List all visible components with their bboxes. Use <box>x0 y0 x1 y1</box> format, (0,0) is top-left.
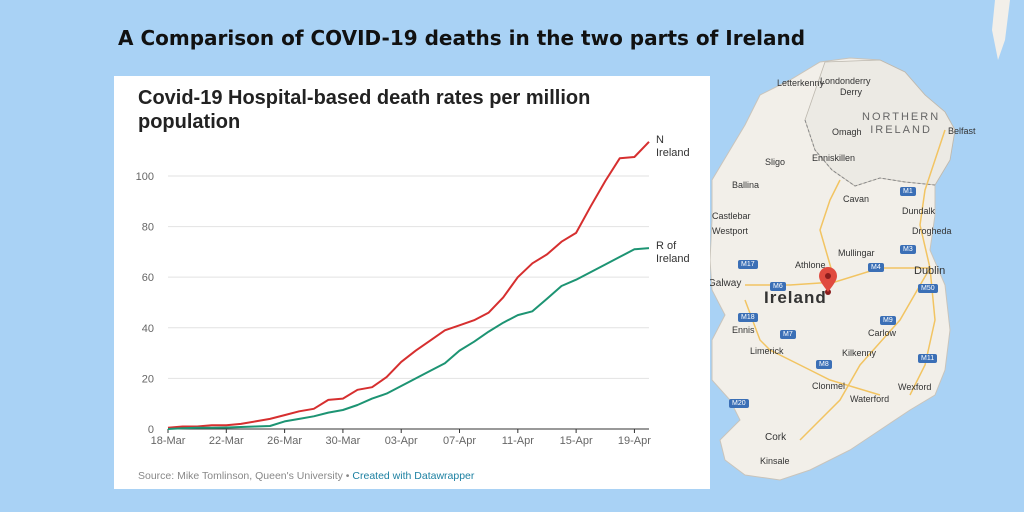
map-label-dublin: Dublin <box>914 265 946 277</box>
coast-island <box>992 0 1010 60</box>
map-label-limerick: Limerick <box>750 346 784 356</box>
page-headline: A Comparison of COVID-19 deaths in the t… <box>118 26 806 50</box>
map-label-sligo: Sligo <box>765 157 786 167</box>
map-label-dundalk: Dundalk <box>902 206 936 216</box>
map-label-kilkenny: Kilkenny <box>842 348 877 358</box>
map-label-mullingar: Mullingar <box>838 248 875 258</box>
map-label-waterford: Waterford <box>850 394 890 404</box>
road-shield-m20: M20 <box>729 399 749 408</box>
x-tick-label: 19-Apr <box>618 435 651 447</box>
map-label-londonderry: Londonderry <box>820 76 871 86</box>
map-pin-hole <box>825 273 831 279</box>
map-label-castlebar: Castlebar <box>712 211 751 221</box>
x-tick-label: 22-Mar <box>209 435 244 447</box>
map-label-carlow: Carlow <box>868 328 897 338</box>
series-line-r-of-ireland <box>167 247 650 430</box>
map-label-galway: Galway <box>708 278 742 289</box>
series-label: Ireland <box>656 253 690 265</box>
road-shield-m8: M8 <box>816 360 832 369</box>
x-tick-label: 03-Apr <box>385 435 418 447</box>
map-label-northern-ireland: NORTHERN IRELAND <box>862 111 940 137</box>
map-label-kinsale: Kinsale <box>760 456 790 466</box>
map-label-letterkenny: Letterkenny <box>777 78 825 88</box>
road-shield-m17: M17 <box>738 260 758 269</box>
road-shield-m9: M9 <box>880 316 896 325</box>
map-label-belfast: Belfast <box>948 126 976 136</box>
map-label-westport: Westport <box>712 226 748 236</box>
map-label-cavan: Cavan <box>843 194 870 204</box>
x-tick-label: 18-Mar <box>151 435 186 447</box>
series-label: Ireland <box>656 147 690 159</box>
x-tick-label: 15-Apr <box>560 435 593 447</box>
road-shield-m7: M7 <box>780 330 796 339</box>
line-chart: 0 20 40 60 80 100 18-Mar 22-Mar 26-Mar 30-Mar 03-A… <box>136 134 690 447</box>
road-shield-m11: M11 <box>918 354 938 363</box>
chart-card: 0 20 40 60 80 100 18-Mar 22-Mar 26-Mar 30-Mar 03-A… <box>114 76 710 489</box>
map-label-ireland: Ireland <box>764 288 827 307</box>
series-line-n-ireland <box>167 141 650 429</box>
border-line <box>804 119 936 187</box>
y-tick-label: 0 <box>148 424 154 436</box>
map-label-enniskillen: Enniskillen <box>812 153 856 163</box>
y-tick-label: 40 <box>142 323 154 335</box>
road-shield-m4: M4 <box>868 263 884 272</box>
x-tick-label: 26-Mar <box>267 435 302 447</box>
map-label-wexford: Wexford <box>898 382 932 392</box>
map-label-derry: Derry <box>840 87 862 97</box>
series-label: N <box>656 134 664 146</box>
map-pin-icon[interactable] <box>819 267 837 292</box>
y-tick-label: 60 <box>142 272 154 284</box>
y-tick-label: 80 <box>142 222 154 234</box>
map-label-ballina: Ballina <box>732 180 760 190</box>
road-shield-m6: M6 <box>770 282 786 291</box>
map-label-drogheda: Drogheda <box>912 226 952 236</box>
road-shield-m18: M18 <box>738 313 758 322</box>
x-tick-label: 11-Apr <box>502 435 535 447</box>
map-label-omagh: Omagh <box>832 127 862 137</box>
series-label: R of <box>656 240 677 252</box>
datawrapper-link[interactable]: Created with Datawrapper <box>352 470 475 482</box>
chart-title: Covid-19 Hospital-based death rates per … <box>138 87 591 133</box>
map-label-ennis: Ennis <box>732 325 755 335</box>
road-shield-m50: M50 <box>918 284 938 293</box>
y-tick-label: 100 <box>136 171 154 183</box>
region-line-2: IRELAND <box>870 124 932 136</box>
map-label-cork: Cork <box>765 432 787 443</box>
road-shield-m3: M3 <box>900 245 916 254</box>
map-label-clonmel: Clonmel <box>812 381 846 391</box>
map-label-athlone: Athlone <box>795 260 826 270</box>
region-line-1: NORTHERN <box>862 111 941 123</box>
y-tick-label: 20 <box>142 373 154 385</box>
road-shield-m1: M1 <box>900 187 916 196</box>
x-tick-label: 07-Apr <box>443 435 476 447</box>
source-text: Source: Mike Tomlinson, Queen's Universi… <box>138 470 353 482</box>
chart-source: Source: Mike Tomlinson, Queen's Universi… <box>138 470 474 482</box>
x-tick-label: 30-Mar <box>325 435 360 447</box>
